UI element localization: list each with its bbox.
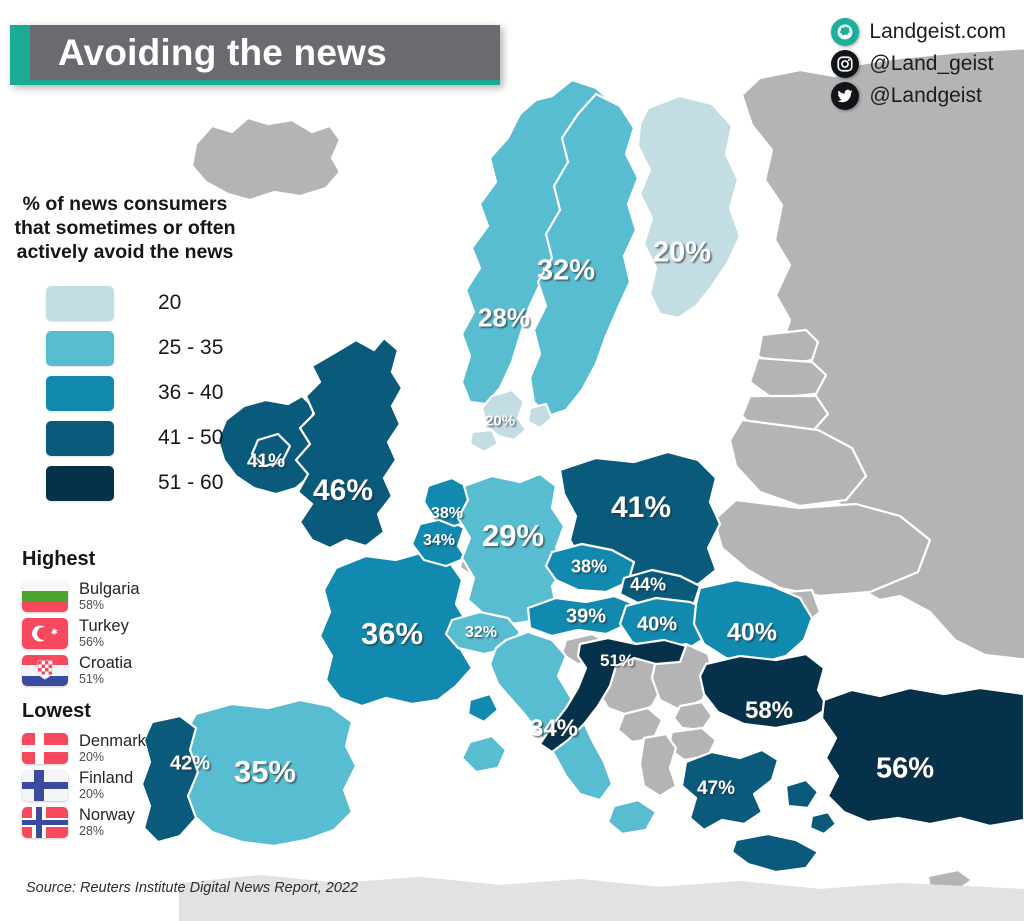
lowest-country-finland: Finland xyxy=(79,769,134,788)
source-note: Source: Reuters Institute Digital News R… xyxy=(26,880,359,896)
croatia-flag xyxy=(22,655,68,686)
lowest-heading: Lowest xyxy=(22,700,91,722)
highest-country-croatia: Croatia xyxy=(79,654,133,673)
lowest-value-finland: 20% xyxy=(79,786,105,801)
highest-text-turkey: Turkey 56% xyxy=(79,618,129,648)
lowest-country-denmark: Denmark xyxy=(79,732,146,751)
legend-swatch-2 xyxy=(46,375,114,411)
highest-value-turkey: 56% xyxy=(79,634,105,649)
denmark-flag xyxy=(22,733,68,764)
legend-row-2: 36 - 40 xyxy=(8,371,258,416)
brand-row-website[interactable]: Landgeist.com xyxy=(831,18,1006,46)
region-uk xyxy=(250,336,404,550)
legend-swatch-3 xyxy=(46,420,114,456)
norway-flag xyxy=(22,807,68,838)
legend-items: 20 25 - 35 36 - 40 41 - 50 51 - 60 xyxy=(8,281,258,506)
region-belarus xyxy=(728,418,868,508)
globe-icon xyxy=(831,18,860,46)
brand-label-twitter: @Landgeist xyxy=(869,84,982,107)
legend-row-1: 25 - 35 xyxy=(8,326,258,371)
brand-row-twitter[interactable]: @Landgeist xyxy=(831,82,982,110)
bulgaria-flag xyxy=(22,581,68,612)
lowest-row-norway: Norway 28% xyxy=(22,804,242,841)
legend-label-4: 51 - 60 xyxy=(158,471,224,495)
legend-swatch-4 xyxy=(46,465,114,501)
region-denmark xyxy=(468,388,554,454)
highest-heading: Highest xyxy=(22,548,96,570)
region-portugal xyxy=(140,714,200,844)
highest-text-bulgaria: Bulgaria 58% xyxy=(79,581,140,611)
highest-row-bulgaria: Bulgaria 58% xyxy=(22,578,242,615)
region-north-africa xyxy=(178,874,1024,921)
region-austria xyxy=(526,594,636,638)
region-latvia xyxy=(748,356,828,400)
region-albania xyxy=(638,732,678,798)
legend-label-1: 25 - 35 xyxy=(158,336,224,360)
highest-country-turkey: Turkey xyxy=(79,617,129,636)
legend-label-3: 41 - 50 xyxy=(158,426,224,450)
region-kosovo xyxy=(672,700,714,732)
legend-row-4: 51 - 60 xyxy=(8,461,258,506)
legend-swatch-0 xyxy=(46,285,114,321)
highest-value-bulgaria: 58% xyxy=(79,597,105,612)
legend-row-3: 41 - 50 xyxy=(8,416,258,461)
region-croatia xyxy=(538,636,688,754)
lowest-row-finland: Finland 20% xyxy=(22,767,242,804)
legend: % of news consumers that sometimes or of… xyxy=(8,193,258,506)
region-czechia xyxy=(544,542,636,594)
highest-text-croatia: Croatia 51% xyxy=(79,655,132,685)
region-finland xyxy=(636,94,742,320)
highest-row-croatia: Croatia 51% xyxy=(22,652,242,689)
lowest-text-denmark: Denmark 20% xyxy=(79,733,146,763)
branding-block: Landgeist.com @Land_geist @Landgeist xyxy=(831,18,1006,110)
legend-title: % of news consumers that sometimes or of… xyxy=(14,193,236,263)
region-ukraine xyxy=(712,498,932,598)
lowest-text-norway: Norway 28% xyxy=(79,807,135,837)
legend-label-0: 20 xyxy=(158,291,182,315)
brand-row-instagram[interactable]: @Land_geist xyxy=(831,50,993,78)
lowest-row-denmark: Denmark 20% xyxy=(22,730,242,767)
region-estonia xyxy=(756,328,820,368)
region-turkey xyxy=(820,686,1024,828)
region-bulgaria xyxy=(698,652,830,730)
lowest-value-norway: 28% xyxy=(79,823,105,838)
legend-row-0: 20 xyxy=(8,281,258,326)
region-romania xyxy=(692,578,814,666)
region-greece xyxy=(680,748,838,874)
region-hungary xyxy=(618,596,716,654)
title-banner: Avoiding the news xyxy=(10,25,500,85)
lowest-country-norway: Norway xyxy=(79,806,135,825)
turkey-flag xyxy=(22,618,68,649)
twitter-icon xyxy=(831,82,860,110)
page-title: Avoiding the news xyxy=(58,31,387,73)
legend-swatch-1 xyxy=(46,330,114,366)
title-body: Avoiding the news xyxy=(30,25,500,85)
finland-flag xyxy=(22,770,68,801)
brand-label-website: Landgeist.com xyxy=(869,20,1006,43)
lowest-value-denmark: 20% xyxy=(79,749,105,764)
lowest-list: Lowest Denmark 20% Finland 20% xyxy=(22,700,242,841)
title-accent-bar xyxy=(10,25,30,85)
region-iceland xyxy=(190,116,342,202)
highest-value-croatia: 51% xyxy=(79,671,105,686)
highest-country-bulgaria: Bulgaria xyxy=(79,580,140,599)
brand-label-instagram: @Land_geist xyxy=(869,52,994,75)
highest-list: Highest Bulgaria 58% Tu xyxy=(22,548,242,689)
lowest-text-finland: Finland 20% xyxy=(79,770,133,800)
legend-label-2: 36 - 40 xyxy=(158,381,224,405)
highest-row-turkey: Turkey 56% xyxy=(22,615,242,652)
instagram-icon xyxy=(831,50,860,78)
